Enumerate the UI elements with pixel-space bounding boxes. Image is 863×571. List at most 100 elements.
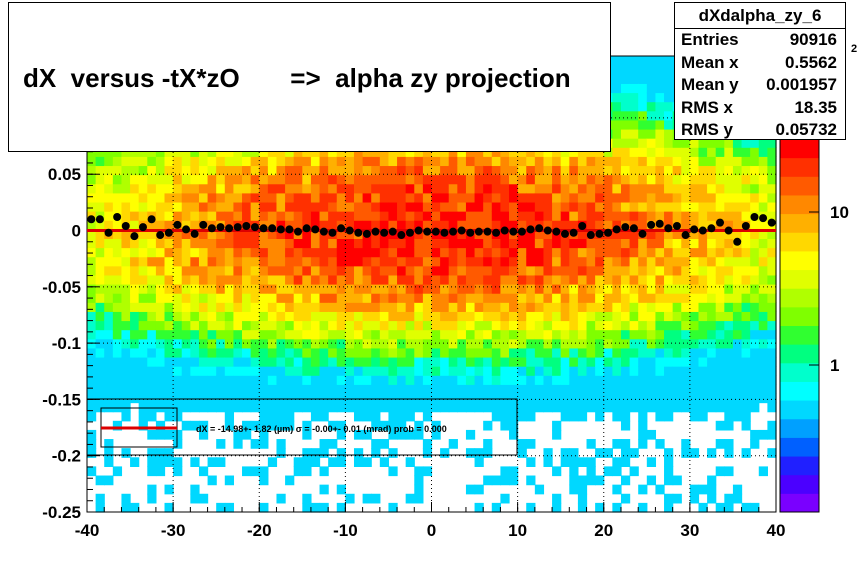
heatmap-cell xyxy=(732,347,743,358)
heatmap-cell xyxy=(181,183,191,194)
heatmap-cell xyxy=(560,256,570,267)
heatmap-cell xyxy=(750,220,760,230)
heatmap-cell xyxy=(758,347,768,358)
heatmap-cell xyxy=(242,192,252,203)
heatmap-cell xyxy=(336,429,346,440)
heatmap-cell xyxy=(750,192,760,203)
heatmap-cell xyxy=(603,284,613,294)
heatmap-cell xyxy=(87,466,97,477)
heatmap-cell xyxy=(655,302,665,312)
heatmap-cell xyxy=(672,256,682,267)
heatmap-cell xyxy=(310,165,321,176)
heatmap-cell xyxy=(310,265,321,276)
heatmap-cell xyxy=(95,366,105,376)
heatmap-cell xyxy=(336,393,346,404)
heatmap-cell xyxy=(242,384,252,395)
heatmap-cell xyxy=(448,366,458,376)
heatmap-cell xyxy=(629,366,639,376)
heatmap-cell xyxy=(345,493,355,504)
heatmap-cell xyxy=(362,192,372,203)
heatmap-cell xyxy=(448,284,458,294)
heatmap-cell xyxy=(638,402,648,413)
stats-value: 18.35 xyxy=(794,97,837,117)
heatmap-cell xyxy=(758,201,768,212)
heatmap-cell xyxy=(250,156,260,167)
heatmap-cell xyxy=(397,402,407,413)
profile-point xyxy=(259,224,268,233)
heatmap-cell xyxy=(646,192,657,203)
heatmap-cell xyxy=(164,265,174,276)
heatmap-cell xyxy=(595,156,605,167)
heatmap-cell xyxy=(465,165,476,176)
heatmap-cell xyxy=(121,411,131,422)
heatmap-cell xyxy=(379,284,390,294)
heatmap-cell xyxy=(95,320,105,331)
heatmap-cell xyxy=(112,174,123,185)
heatmap-cell xyxy=(732,366,743,376)
heatmap-cell xyxy=(216,147,226,157)
heatmap-cell xyxy=(646,402,657,413)
heatmap-cell xyxy=(465,338,476,349)
heatmap-cell xyxy=(181,338,191,349)
heatmap-cell xyxy=(130,156,140,167)
heatmap-cell xyxy=(534,384,545,395)
heatmap-cell xyxy=(767,293,777,303)
heatmap-cell xyxy=(302,147,312,157)
heatmap-cell xyxy=(207,192,217,203)
heatmap-cell xyxy=(509,356,519,367)
heatmap-cell xyxy=(181,265,191,276)
heatmap-cell xyxy=(440,338,450,349)
heatmap-cell xyxy=(569,347,579,358)
heatmap-cell xyxy=(526,220,536,230)
heatmap-cell xyxy=(586,402,596,413)
heatmap-cell xyxy=(629,256,639,267)
heatmap-cell xyxy=(216,302,226,312)
heatmap-cell xyxy=(371,284,381,294)
heatmap-cell xyxy=(397,375,407,385)
heatmap-cell xyxy=(155,265,166,276)
heatmap-cell xyxy=(465,484,476,495)
heatmap-cell xyxy=(603,356,613,367)
heatmap-cell xyxy=(397,366,407,376)
heatmap-cell xyxy=(715,439,725,449)
heatmap-cell xyxy=(603,320,613,331)
heatmap-cell xyxy=(457,247,467,258)
x-tick-label: 10 xyxy=(508,521,527,540)
heatmap-cell xyxy=(285,356,295,367)
heatmap-cell xyxy=(422,448,433,458)
heatmap-cell xyxy=(130,375,140,385)
heatmap-cell xyxy=(328,174,338,185)
heatmap-cell xyxy=(164,402,174,413)
heatmap-cell xyxy=(164,247,174,258)
heatmap-cell xyxy=(250,183,260,194)
heatmap-cell xyxy=(646,256,657,267)
heatmap-cell xyxy=(414,220,424,230)
heatmap-cell xyxy=(517,384,527,395)
heatmap-cell xyxy=(655,101,665,112)
heatmap-cell xyxy=(620,56,631,66)
heatmap-cell xyxy=(362,384,372,395)
heatmap-cell xyxy=(620,265,631,276)
heatmap-cell xyxy=(715,265,725,276)
heatmap-cell xyxy=(302,466,312,477)
heatmap-cell xyxy=(181,402,191,413)
heatmap-cell xyxy=(689,356,700,367)
heatmap-cell xyxy=(595,192,605,203)
heatmap-cell xyxy=(698,247,708,258)
heatmap-cell xyxy=(302,384,312,395)
heatmap-cell xyxy=(664,201,674,212)
heatmap-cell xyxy=(664,74,674,84)
heatmap-cell xyxy=(577,229,588,239)
heatmap-cell xyxy=(698,201,708,212)
heatmap-cell xyxy=(448,274,458,285)
heatmap-cell xyxy=(465,201,476,212)
heatmap-cell xyxy=(689,366,700,376)
heatmap-cell xyxy=(741,147,751,157)
heatmap-cell xyxy=(629,110,639,121)
heatmap-cell xyxy=(302,356,312,367)
heatmap-cell xyxy=(95,384,105,395)
heatmap-cell xyxy=(422,238,433,249)
heatmap-cell xyxy=(732,183,743,194)
heatmap-cell xyxy=(138,347,148,358)
heatmap-cell xyxy=(672,147,682,157)
